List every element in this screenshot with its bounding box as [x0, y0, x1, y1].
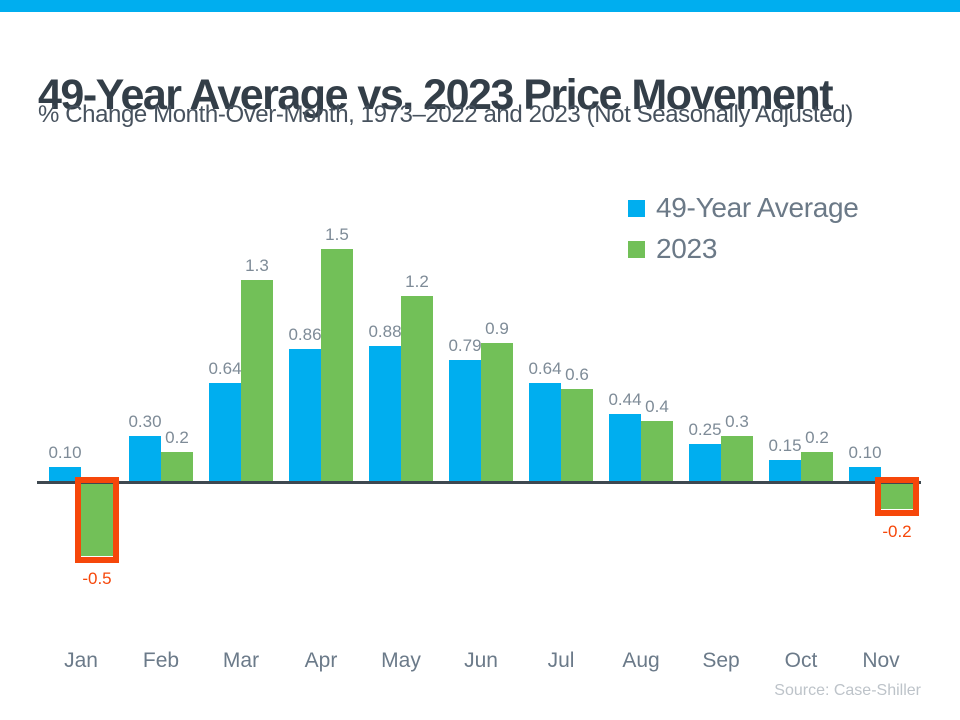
value-label-2023-oct: 0.2: [805, 428, 829, 447]
bar-2023-jun: [481, 343, 513, 483]
value-label-2023-sep: 0.3: [725, 412, 749, 431]
x-tick-may: May: [381, 649, 421, 672]
legend-label-2023: 2023: [656, 233, 718, 264]
value-label-avg-jun: 0.79: [448, 336, 482, 355]
x-tick-nov: Nov: [862, 649, 900, 672]
value-label-2023-feb: 0.2: [165, 428, 189, 447]
value-label-avg-may: 0.88: [368, 322, 402, 341]
page-subtitle: % Change Month-Over-Month, 1973–2022 and…: [38, 101, 853, 128]
value-label-avg-oct: 0.15: [768, 436, 802, 455]
bar-avg-apr: [289, 349, 321, 483]
bar-2023-feb: [161, 452, 193, 483]
bar-2023-jul: [561, 389, 593, 483]
value-label-avg-jul: 0.64: [528, 359, 562, 378]
value-label-2023-jan: -0.5: [82, 569, 112, 588]
x-tick-mar: Mar: [222, 649, 260, 672]
x-tick-jul: Jul: [547, 649, 575, 672]
value-label-avg-sep: 0.25: [688, 420, 722, 439]
value-label-2023-may: 1.2: [405, 272, 429, 291]
page-title: 49-Year Average vs. 2023 Price Movement: [38, 70, 834, 119]
value-label-2023-nov: -0.2: [882, 522, 912, 541]
highlight-box-nov: [875, 477, 919, 516]
top-accent-bar: [0, 0, 960, 12]
bar-2023-apr: [321, 249, 353, 483]
value-label-avg-jan: 0.10: [48, 443, 82, 462]
value-label-2023-apr: 1.5: [325, 225, 349, 244]
bar-2023-may: [401, 296, 433, 483]
bar-2023-nov: [881, 484, 913, 509]
value-label-avg-mar: 0.64: [208, 359, 242, 378]
bar-avg-mar: [209, 383, 241, 483]
x-tick-sep: Sep: [702, 649, 740, 672]
bar-avg-jun: [449, 360, 481, 483]
bar-avg-jul: [529, 383, 561, 483]
value-label-avg-apr: 0.86: [288, 325, 322, 344]
x-tick-jun: Jun: [464, 649, 498, 672]
bar-2023-oct: [801, 452, 833, 483]
highlight-box-jan: [75, 477, 119, 563]
legend: 49-Year Average 2023: [628, 192, 859, 274]
bar-avg-may: [369, 346, 401, 483]
value-label-2023-jul: 0.6: [565, 365, 589, 384]
x-tick-aug: Aug: [622, 649, 660, 672]
legend-item-2023: 2023: [628, 233, 859, 265]
legend-swatch-green: [628, 240, 645, 258]
bar-2023-sep: [721, 436, 753, 483]
value-label-2023-aug: 0.4: [645, 397, 669, 416]
x-tick-jan: Jan: [64, 649, 98, 672]
bar-2023-jan: [81, 484, 113, 556]
bar-avg-jan: [49, 467, 81, 483]
bar-avg-sep: [689, 444, 721, 483]
bar-avg-aug: [609, 414, 641, 483]
legend-item-49-year-average: 49-Year Average: [628, 192, 859, 224]
bar-avg-oct: [769, 460, 801, 483]
x-tick-oct: Oct: [784, 649, 818, 672]
value-label-2023-mar: 1.3: [245, 256, 269, 275]
bar-2023-aug: [641, 421, 673, 483]
value-label-2023-jun: 0.9: [485, 319, 509, 338]
bar-avg-nov: [849, 467, 881, 483]
value-label-avg-nov: 0.10: [848, 443, 882, 462]
legend-label-49-year-average: 49-Year Average: [656, 192, 859, 223]
legend-swatch-blue: [628, 199, 645, 217]
bar-avg-feb: [129, 436, 161, 483]
x-axis-baseline: [37, 481, 921, 484]
x-tick-apr: Apr: [304, 649, 338, 672]
bar-2023-mar: [241, 280, 273, 483]
value-label-avg-feb: 0.30: [128, 412, 162, 431]
x-tick-feb: Feb: [142, 649, 180, 672]
source-attribution: Source: Case-Shiller: [774, 682, 921, 699]
value-label-avg-aug: 0.44: [608, 390, 642, 409]
